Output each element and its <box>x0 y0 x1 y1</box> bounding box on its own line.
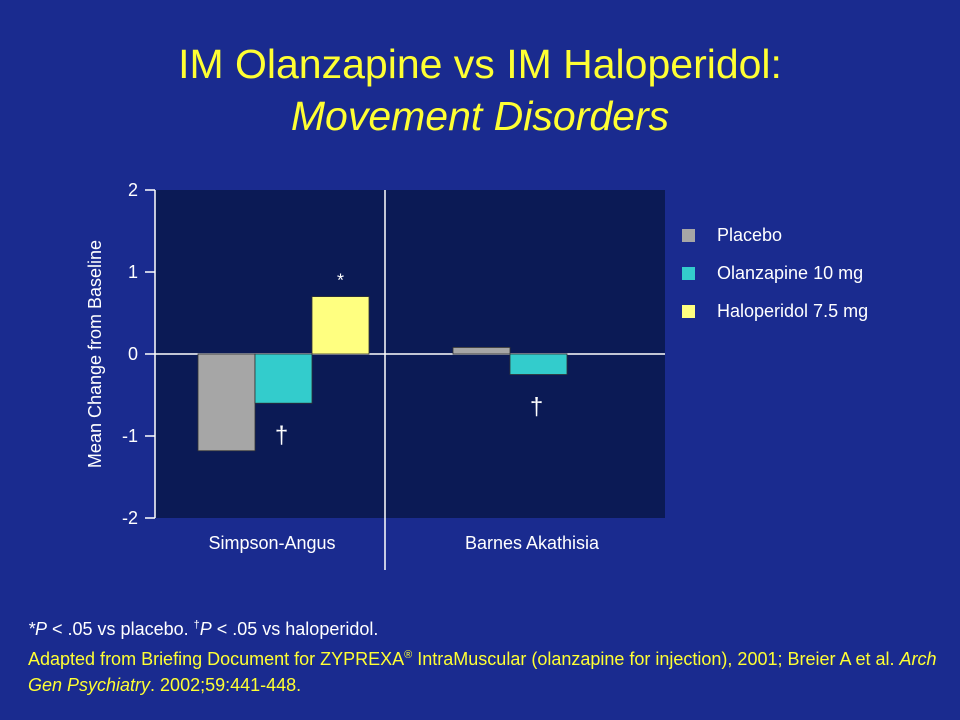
significance-marker: † <box>530 394 543 421</box>
legend-swatch <box>682 266 695 280</box>
y-tick-label: 1 <box>128 262 138 282</box>
bar-chart: 2 1 0 -1 -2 Mean Change from Baseline Simpson-… <box>85 180 665 570</box>
legend-swatch <box>682 304 695 318</box>
registered-mark: ® <box>404 649 413 661</box>
journal-name: Arch Gen Psychiatry <box>28 649 937 695</box>
footnote: *P < .05 vs placebo. †P < .05 vs haloper… <box>28 612 938 698</box>
p-symbol-2: P <box>199 619 212 639</box>
chart-legend: Placebo Olanzapine 10 mg Haloperidol 7.5 m… <box>682 216 868 330</box>
citation-mid: IntraMuscular (olanzapine for injection)… <box>412 649 900 669</box>
significance-marker: * <box>337 271 344 291</box>
dagger-symbol: † <box>193 619 200 631</box>
title-line-1: IM Olanzapine vs IM Haloperidol: <box>178 41 782 87</box>
legend-label: Olanzapine 10 mg <box>717 262 864 283</box>
bar <box>509 353 568 375</box>
significance-note: *P < .05 vs placebo. †P < .05 vs haloper… <box>28 612 938 642</box>
citation-prefix: Adapted from Briefing Document for ZYPRE… <box>28 649 405 669</box>
slide-title: IM Olanzapine vs IM Haloperidol: Movemen… <box>0 38 960 142</box>
source-citation: Adapted from Briefing Document for ZYPRE… <box>28 642 938 698</box>
y-axis-label: Mean Change from Baseline <box>85 240 105 468</box>
bar <box>197 353 256 452</box>
bar <box>254 353 313 404</box>
legend-item: Olanzapine 10 mg <box>682 254 868 292</box>
y-tick-label: -2 <box>122 508 138 528</box>
haloperidol-note: < .05 vs haloperidol. <box>211 619 379 639</box>
y-tick-label: 0 <box>128 344 138 364</box>
p-symbol: *P <box>28 619 48 639</box>
bar <box>452 347 511 355</box>
citation-suffix: . 2002;59:441-448. <box>150 675 302 695</box>
legend-label: Placebo <box>717 224 783 245</box>
legend-item: Haloperidol 7.5 mg <box>682 292 868 330</box>
x-category-label: Barnes Akathisia <box>465 533 600 553</box>
placebo-note: < .05 vs placebo. <box>47 619 194 639</box>
title-line-2: Movement Disorders <box>290 93 670 139</box>
legend-item: Placebo <box>682 216 868 254</box>
y-tick-label: -1 <box>122 426 138 446</box>
significance-marker: † <box>275 422 288 449</box>
legend-label: Haloperidol 7.5 mg <box>717 300 869 321</box>
x-category-label: Simpson-Angus <box>208 533 335 553</box>
bar <box>311 296 370 355</box>
legend-swatch <box>682 228 695 242</box>
y-tick-label: 2 <box>128 180 138 200</box>
